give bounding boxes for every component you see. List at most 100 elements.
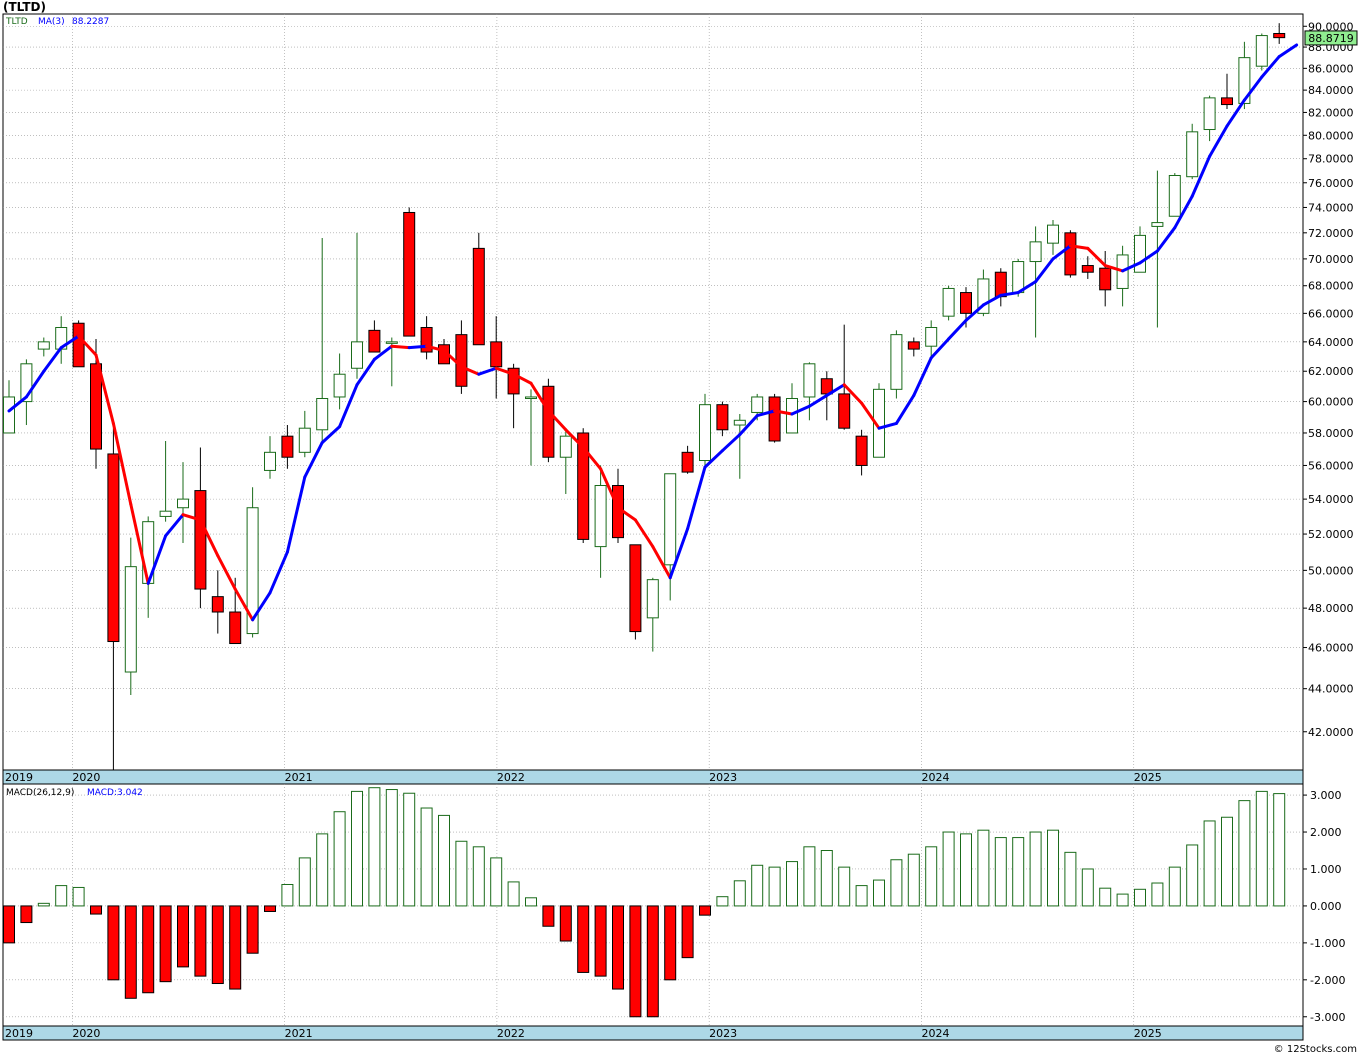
candle-body: [525, 396, 537, 400]
price-y-tick-label: 82.0000: [1308, 106, 1354, 119]
price-y-tick-label: 46.0000: [1308, 642, 1354, 655]
candle: [420, 316, 433, 360]
candle: [72, 320, 85, 368]
price-y-tick-label: 52.0000: [1308, 528, 1354, 541]
candle: [1134, 226, 1146, 273]
candle: [3, 380, 15, 434]
macd-bar: [577, 905, 590, 973]
price-y-tick-label: 70.0000: [1308, 253, 1354, 266]
price-y-tick-label: 44.0000: [1308, 683, 1354, 696]
macd-bar: [977, 829, 990, 907]
ma-segment: [546, 409, 568, 432]
macd-bar: [768, 866, 781, 907]
macd-y-tick-label: 2.000: [1310, 826, 1342, 839]
ma-segment: [233, 587, 255, 622]
macd-legend-label: MACD(26,12,9): [6, 788, 74, 798]
macd-bar: [1116, 893, 1129, 907]
ma-segment: [1277, 43, 1299, 59]
macd-bar: [3, 905, 15, 944]
candle: [368, 320, 381, 353]
ma-line: [7, 43, 1299, 622]
candle: [107, 428, 120, 770]
candle-body: [385, 341, 398, 344]
macd-bar: [211, 905, 224, 985]
ma-segment: [338, 383, 359, 429]
candle: [1099, 250, 1112, 307]
ma-segment: [894, 393, 916, 425]
macd-bar: [612, 905, 624, 990]
macd-bar: [1064, 851, 1077, 907]
candle: [298, 410, 311, 458]
candle: [1081, 256, 1094, 279]
candle-body: [942, 287, 955, 317]
candle: [1186, 123, 1199, 180]
macd-bar: [838, 866, 851, 907]
candle-body: [20, 363, 33, 403]
ma-segment: [198, 518, 220, 558]
legend-ma-label: MA(3): [38, 17, 65, 27]
candle: [1273, 23, 1286, 44]
candle: [559, 428, 572, 494]
ma-segment: [999, 291, 1020, 297]
macd-bar: [177, 905, 189, 968]
ma-segment: [181, 513, 202, 522]
candle-body: [316, 398, 329, 431]
macd-bar: [890, 859, 903, 907]
candle-body: [1273, 32, 1286, 39]
candle-body: [786, 398, 798, 434]
price-y-tick-label: 80.0000: [1308, 129, 1354, 142]
candle: [1221, 73, 1233, 110]
ma-segment: [1242, 75, 1264, 102]
macd-bar: [368, 787, 381, 907]
ma-segment: [372, 344, 394, 361]
candle-body: [699, 404, 711, 462]
macd-bar: [159, 905, 172, 983]
macd-bar: [751, 864, 764, 907]
ma-segment: [1051, 244, 1072, 261]
candle-body: [855, 435, 868, 466]
ma-segment: [390, 344, 411, 350]
ma-segment: [129, 502, 150, 585]
candle: [246, 487, 259, 638]
macd-bar: [90, 905, 102, 915]
candle: [907, 337, 920, 357]
ma-segment: [146, 534, 168, 585]
legend-ma-value: 88.2287: [72, 17, 109, 27]
macd-bar: [873, 879, 885, 907]
candle-body: [1029, 241, 1042, 263]
macd-bar: [490, 857, 503, 907]
ma-segment: [1138, 249, 1159, 265]
macd-bar: [716, 896, 729, 907]
macd-y-tick-label: -3.000: [1310, 1011, 1345, 1024]
price-y-tick-label: 54.0000: [1308, 493, 1354, 506]
macd-x-label: 2019: [5, 1027, 33, 1040]
macd-x-axis-bar: [2, 1025, 1304, 1041]
candle: [194, 447, 207, 609]
macd-panel: 3.000 2.000 1.000 0.000 -1.000 -2.000 -3.000 2…: [2, 783, 1345, 1041]
candle-body: [1064, 232, 1077, 276]
macd-bar: [733, 880, 746, 907]
macd-bar: [298, 857, 311, 907]
candle-body: [873, 388, 885, 458]
macd-y-axis: 3.000 2.000 1.000 0.000 -1.000 -2.000 -3.000: [1303, 789, 1345, 1024]
price-y-tick-label: 62.0000: [1308, 365, 1354, 378]
price-legend: TLTD MA(3) 88.2287: [5, 17, 109, 27]
price-y-tick-label: 84.0000: [1308, 84, 1354, 97]
ma-segment: [599, 467, 620, 510]
candle-body: [960, 292, 972, 314]
price-y-tick-label: 76.0000: [1308, 177, 1354, 190]
ma-segment: [512, 372, 533, 385]
candle: [1255, 33, 1268, 71]
ma-segment: [947, 318, 968, 341]
candle-body: [716, 404, 729, 431]
legend-symbol: TLTD: [5, 17, 28, 27]
price-y-axis: 90.000088.000086.000084.000082.000080.00…: [1303, 20, 1354, 739]
candle-body: [37, 341, 50, 350]
candle: [177, 462, 189, 543]
ma-segment: [964, 303, 985, 322]
candle-body: [1255, 35, 1268, 67]
price-x-label: 2025: [1134, 771, 1162, 784]
candle: [942, 285, 955, 321]
ma-segment: [59, 334, 81, 350]
macd-bar: [646, 905, 659, 1018]
